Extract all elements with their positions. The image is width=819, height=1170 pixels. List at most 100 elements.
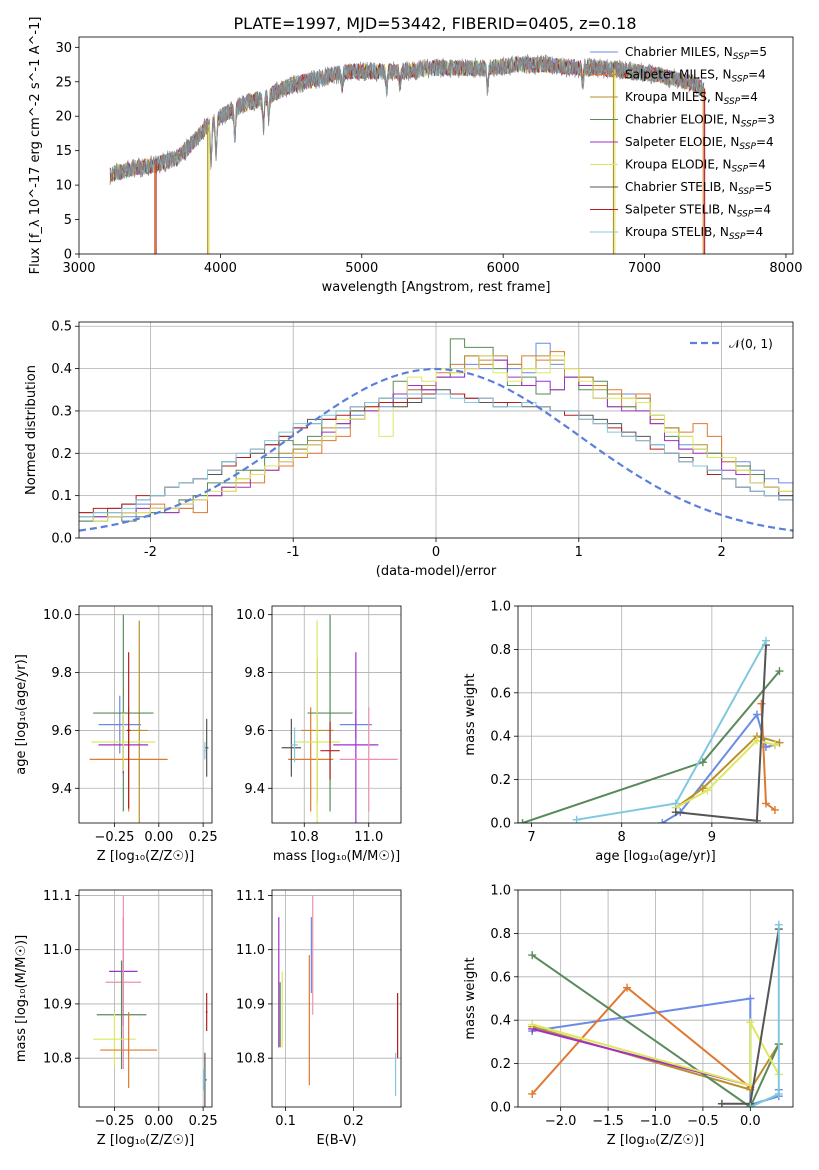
y-tick-label: 10.8 <box>236 1052 265 1067</box>
weight-marker <box>774 1089 783 1098</box>
axes-frame <box>78 321 794 539</box>
x-axis-label: Z [log₁₀(Z/Z☉)] <box>97 1133 194 1148</box>
errorbar-point <box>333 652 379 823</box>
y-tick-label: 15 <box>55 144 72 159</box>
y-tick-label: 0.2 <box>51 447 72 462</box>
x-tick-label: 7000 <box>628 261 661 276</box>
x-tick-label: 1 <box>575 545 583 560</box>
weight-marker <box>623 983 632 992</box>
y-tick-label: 0.2 <box>490 1057 511 1072</box>
x-tick-label: 11.0 <box>354 830 383 845</box>
weight-marker <box>703 786 712 795</box>
x-axis-label: wavelength [Angstrom, rest frame] <box>322 280 551 295</box>
weight-series <box>746 920 783 1107</box>
x-tick-label: −2.0 <box>545 1114 577 1129</box>
weight-marker <box>775 738 784 747</box>
weight-line <box>531 1021 780 1087</box>
x-tick-label: −1.5 <box>592 1114 624 1129</box>
y-tick-label: 0.5 <box>51 320 72 335</box>
x-axis-label: (data-model)/error <box>376 564 497 579</box>
x-tick-label: −0.5 <box>687 1114 719 1129</box>
legend-label: Kroupa ELODIE, NSSP=4 <box>625 158 766 175</box>
y-tick-label: 5 <box>64 213 72 228</box>
axes-frame <box>78 36 794 255</box>
x-axis-label: age [log₁₀(age/yr)] <box>595 849 716 864</box>
weight-marker <box>528 951 537 960</box>
legend-label: 𝒩(0, 1) <box>729 337 773 351</box>
x-axis-label: mass [log₁₀(M/M☉)] <box>273 849 400 864</box>
errorbars-mass_vs_Z <box>93 895 208 1107</box>
weight-lines-mass_weight_vs_Z <box>528 920 783 1107</box>
y-tick-label: 0.0 <box>490 817 511 832</box>
y-axis-label: mass weight <box>463 957 478 1039</box>
errorbar-point <box>320 721 340 780</box>
weight-marker <box>752 736 761 745</box>
errorbars-age_vs_Z <box>89 614 209 823</box>
errorbar-point <box>281 718 302 777</box>
y-axis-label: Normed distribution <box>24 365 39 495</box>
y-axis-label: mass [log₁₀(M/M☉)] <box>14 935 29 1062</box>
axes-frame <box>271 889 402 1108</box>
y-tick-label: 9.4 <box>244 782 265 797</box>
weight-marker <box>770 805 779 814</box>
weight-marker <box>770 740 779 749</box>
axes-frame <box>78 889 213 1108</box>
x-tick-label: 7 <box>527 830 535 845</box>
weight-marker <box>761 799 770 808</box>
axes-residuals: -2 -1 0 1 2 0.0 0.1 0.2 0.3 0.4 0.5 (data-model)/er… <box>24 320 794 579</box>
y-tick-label: 9.4 <box>51 782 72 797</box>
weight-marker <box>746 1018 755 1027</box>
axes-mass_vs_ebv: 0.1 0.2 10.8 10.9 11.0 11.1 E(B-V) <box>236 889 402 1148</box>
errorbar-point <box>339 707 398 812</box>
histogram-series <box>79 351 793 522</box>
weight-line <box>531 954 780 1107</box>
weight-marker <box>518 819 527 823</box>
gaussian-curve <box>79 367 793 532</box>
x-axis-label: Z [log₁₀(Z/Z☉)] <box>607 1133 704 1148</box>
errorbars-age_vs_mass <box>281 614 398 823</box>
x-axis-label: Z [log₁₀(Z/Z☉)] <box>97 849 194 864</box>
weight-marker <box>658 819 667 823</box>
x-tick-label: 10.8 <box>290 830 319 845</box>
y-axis-label: Flux [f_λ 10^-17 erg cm^-2 s^-1 A^-1] <box>28 17 43 275</box>
x-tick-label: −1.0 <box>640 1114 672 1129</box>
y-tick-label: 10 <box>55 179 72 194</box>
errorbar-point <box>96 960 147 1070</box>
y-tick-label: 11.1 <box>43 889 72 904</box>
y-tick-label: 10.0 <box>43 608 72 623</box>
axes-frame <box>517 605 794 824</box>
histogram-series <box>79 338 793 522</box>
axes-age_vs_Z: −0.25 0.00 0.25 9.4 9.6 9.8 10.0 Z [log₁₀(Z/Z☉)… <box>14 605 218 864</box>
y-tick-label: 0.8 <box>490 643 511 658</box>
weight-marker <box>774 920 783 929</box>
x-tick-label: 9 <box>708 830 716 845</box>
weight-marker <box>671 808 680 817</box>
y-tick-label: 0.6 <box>490 970 511 985</box>
y-axis-label: mass weight <box>463 673 478 755</box>
x-tick-label: 8000 <box>769 261 802 276</box>
x-tick-label: 3000 <box>62 261 95 276</box>
x-tick-label: 0.25 <box>189 1114 218 1129</box>
axes-frame <box>78 605 213 824</box>
axes-mass_weight_vs_Z: −2.0 −1.5 −1.0 −0.5 0.0 0.0 0.2 0.4 0.6 0.8 1.0 Z [… <box>463 884 794 1148</box>
y-tick-label: 10.9 <box>236 997 265 1012</box>
y-tick-label: 11.0 <box>236 943 265 958</box>
x-tick-label: 0.00 <box>144 830 173 845</box>
x-axis-label: E(B-V) <box>316 1133 356 1148</box>
errorbar-point <box>98 695 142 754</box>
axes-spectrum: 3000 4000 5000 6000 7000 8000 0 5 10 15 20 25 30 wave… <box>28 17 802 295</box>
weight-marker <box>528 1089 537 1098</box>
weight-marker <box>528 1020 537 1029</box>
x-tick-label: 0.0 <box>740 1114 761 1129</box>
legend-label: Kroupa STELIB, NSSP=4 <box>625 225 763 242</box>
x-tick-label: -1 <box>287 545 300 560</box>
y-tick-label: 0.8 <box>490 927 511 942</box>
weight-marker <box>572 815 581 823</box>
weight-marker <box>752 816 761 823</box>
x-tick-label: −0.25 <box>95 830 135 845</box>
errorbar-point <box>100 1012 158 1089</box>
x-tick-label: 0.25 <box>189 830 218 845</box>
weight-line <box>675 739 776 809</box>
weight-marker <box>746 1103 755 1107</box>
errorbar-point <box>126 652 131 809</box>
